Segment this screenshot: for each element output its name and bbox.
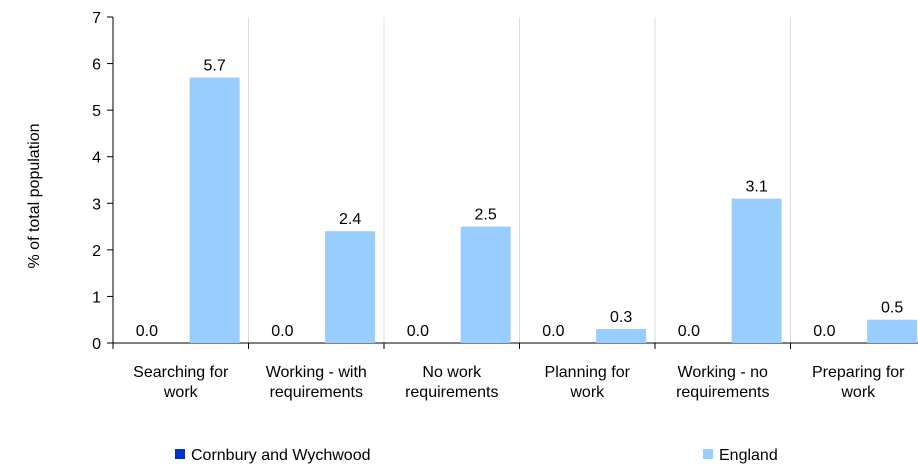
bar (596, 329, 647, 343)
data-label: 0.0 (136, 323, 158, 340)
y-tick-label: 7 (92, 10, 101, 27)
y-axis-title: % of total population (26, 124, 43, 269)
value-labels: 0.0 0.0 0.0 0.0 0.0 0.0 5.7 2.4 2.5 0.3 3.1 0.5 (136, 58, 904, 340)
category-label: Working - with (266, 364, 367, 381)
data-label: 5.7 (204, 58, 226, 75)
category-label: Preparing for (812, 364, 905, 381)
data-label: 0.0 (813, 323, 835, 340)
y-tick-labels: 0 1 2 3 4 5 6 7 (92, 10, 101, 353)
legend: Cornbury and Wychwood England (175, 447, 778, 464)
category-label: work (569, 384, 605, 401)
category-label: Planning for (545, 364, 631, 381)
category-label: work (163, 384, 199, 401)
grid-lines (248, 17, 791, 343)
data-label: 2.5 (475, 207, 497, 224)
y-tick-label: 3 (92, 196, 101, 213)
data-label: 0.0 (271, 323, 293, 340)
legend-label: England (719, 447, 778, 464)
category-label: Searching for (133, 364, 229, 381)
axes (107, 16, 918, 349)
data-label: 0.0 (407, 323, 429, 340)
y-tick-label: 5 (92, 103, 101, 120)
y-tick-label: 6 (92, 57, 101, 74)
legend-swatch (175, 449, 185, 459)
category-label: Working - no (678, 364, 769, 381)
legend-swatch (703, 449, 713, 459)
bar (867, 319, 918, 343)
data-label: 0.0 (542, 323, 564, 340)
category-label: No work (422, 364, 482, 381)
category-label: requirements (405, 384, 498, 401)
category-label: requirements (270, 384, 363, 401)
bar (731, 198, 782, 343)
data-label: 0.0 (678, 323, 700, 340)
y-tick-label: 0 (92, 336, 101, 353)
y-tick-label: 2 (92, 243, 101, 260)
y-tick-label: 1 (92, 289, 101, 306)
bars (189, 77, 918, 344)
legend-label: Cornbury and Wychwood (191, 447, 371, 464)
y-tick-label: 4 (92, 150, 101, 167)
data-label: 0.5 (881, 300, 903, 317)
data-label: 2.4 (339, 211, 361, 228)
data-label: 3.1 (746, 179, 768, 196)
category-label: work (840, 384, 876, 401)
category-labels: Searching for work Working - with requireme… (133, 364, 905, 401)
bar (325, 231, 376, 343)
category-label: requirements (676, 384, 769, 401)
bar (460, 226, 511, 343)
bar (189, 77, 240, 344)
data-label: 0.3 (610, 309, 632, 326)
